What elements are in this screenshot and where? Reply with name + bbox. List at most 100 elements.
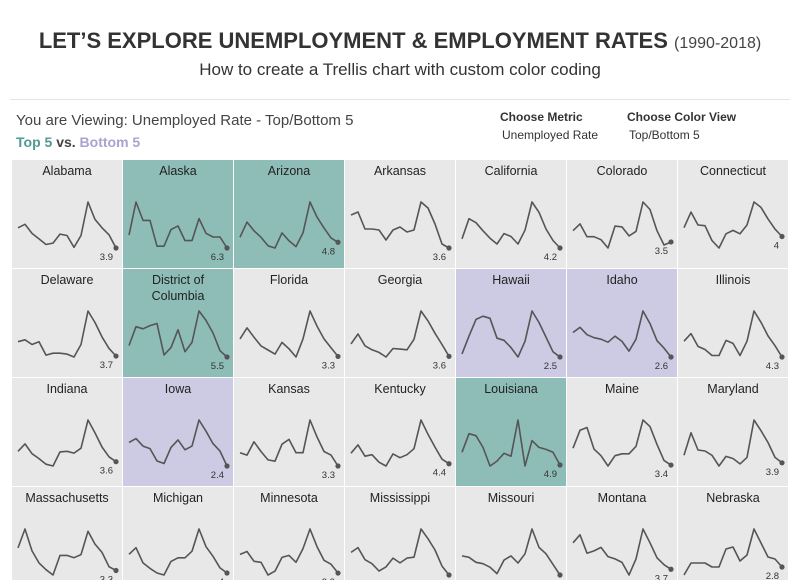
state-panel[interactable]: 4.4 Kentucky xyxy=(345,378,455,486)
end-label: 4.2 xyxy=(544,252,557,263)
state-panel[interactable]: 3.6 Indiana xyxy=(12,378,122,486)
panel-title: Iowa xyxy=(164,382,192,396)
trellis-grid: 3.9 Alabama 6.3 Alaska 4.8 Arizona 3.6 Arkansas… xyxy=(12,160,788,580)
end-point xyxy=(557,245,563,251)
line xyxy=(128,419,228,467)
color-view-dropdown[interactable]: Top/Bottom 5 xyxy=(629,128,700,142)
end-point xyxy=(668,354,674,360)
end-label: 4.4 xyxy=(433,468,446,479)
panel-title: Delaware xyxy=(40,273,94,287)
state-panel[interactable]: 3.6 Arkansas xyxy=(345,160,455,268)
line xyxy=(461,419,561,467)
state-panel[interactable]: 2.5 Hawaii xyxy=(456,269,566,377)
line xyxy=(572,419,672,467)
sparkline: 3.3 xyxy=(239,419,341,481)
state-panel[interactable]: 3.7 Delaware xyxy=(12,269,122,377)
state-panel[interactable]: 4.8 Arizona xyxy=(234,160,344,268)
end-point xyxy=(779,354,785,360)
state-panel[interactable]: 3.3 Florida xyxy=(234,269,344,377)
end-label: 3.7 xyxy=(100,360,113,371)
line xyxy=(683,528,783,576)
sparkline: 3.9 xyxy=(683,419,785,478)
sparkline: 3.6 xyxy=(350,310,452,371)
line xyxy=(17,201,117,249)
end-label: 2.5 xyxy=(544,361,557,372)
state-panel[interactable]: 4 Connecticut xyxy=(678,160,788,268)
end-label: 4.9 xyxy=(544,469,557,480)
sparkline: 4.8 xyxy=(239,201,341,257)
state-panel[interactable]: 3.3 Kansas xyxy=(234,378,344,486)
end-label: 3.4 xyxy=(655,469,668,480)
line xyxy=(239,419,339,467)
end-label: 3.3 xyxy=(322,360,335,371)
state-panel[interactable]: 4.9 Louisiana xyxy=(456,378,566,486)
panel-title: Arizona xyxy=(267,164,311,178)
end-point xyxy=(335,353,341,360)
line xyxy=(572,310,672,358)
end-label: 2.8 xyxy=(766,571,779,580)
state-panel[interactable]: 3.9 Alabama xyxy=(12,160,122,268)
line xyxy=(239,528,339,576)
state-panel[interactable]: 3.6 Georgia xyxy=(345,269,455,377)
panel-title: Maine xyxy=(604,382,640,396)
state-panel[interactable]: 3.9 Maryland xyxy=(678,378,788,486)
line xyxy=(461,528,561,576)
viewing-text: You are Viewing: Unemployed Rate - Top/B… xyxy=(16,112,354,129)
title: LET’S EXPLORE UNEMPLOYMENT & EMPLOYMENT … xyxy=(0,28,800,54)
state-panel[interactable]: 4.3 Illinois xyxy=(678,269,788,377)
control-label: Choose Metric xyxy=(500,110,583,124)
sparkline: 3.3 xyxy=(239,310,341,371)
state-panel[interactable]: 4.7Mississippi xyxy=(345,487,455,580)
sparkline: 4.2 xyxy=(461,201,563,263)
sparkline: 2.8 xyxy=(683,528,785,580)
end-point xyxy=(113,459,119,465)
end-point xyxy=(668,239,674,245)
end-label: 4.8 xyxy=(322,246,335,257)
sparkline: 4.3 xyxy=(683,310,785,372)
state-panel[interactable]: 3.7 Montana xyxy=(567,487,677,580)
sparkline: 4 xyxy=(128,528,230,580)
title-text: LET’S EXPLORE UNEMPLOYMENT & EMPLOYMENT … xyxy=(38,28,668,53)
state-panel[interactable]: 2.9 Minnesota xyxy=(234,487,344,580)
end-point xyxy=(113,245,119,251)
end-point xyxy=(557,572,563,578)
end-point xyxy=(668,566,674,572)
line xyxy=(17,528,117,576)
divider xyxy=(10,99,790,100)
state-panel[interactable]: 6.3 Alaska xyxy=(123,160,233,268)
color-view-control: Choose Color View Top/Bottom 5 xyxy=(627,110,736,142)
state-panel[interactable]: 2.6 Idaho xyxy=(567,269,677,377)
line xyxy=(128,528,228,576)
metric-dropdown[interactable]: Unemployed Rate xyxy=(502,128,599,142)
line xyxy=(128,310,228,358)
state-panel[interactable]: 2.4 Iowa xyxy=(123,378,233,486)
state-panel[interactable]: 3.4 Maine xyxy=(567,378,677,486)
end-label: 3.9 xyxy=(766,467,779,478)
end-label: 5.5 xyxy=(211,361,224,372)
sparkline: 2.5 xyxy=(461,310,563,372)
end-point xyxy=(446,353,452,359)
state-panel[interactable]: 5.5 District of Columbia xyxy=(123,269,233,377)
end-label: 3.5 xyxy=(655,246,668,257)
sparkline: 3.7 xyxy=(17,310,119,371)
panel-title: Arkansas xyxy=(373,164,427,178)
end-point xyxy=(557,354,563,360)
state-panel[interactable]: 4.2 California xyxy=(456,160,566,268)
panel-title: Nebraska xyxy=(706,491,760,505)
state-panel[interactable]: 3.5 Colorado xyxy=(567,160,677,268)
state-panel[interactable]: 3.3 Massachusetts xyxy=(12,487,122,580)
legend-vs: vs. xyxy=(56,134,76,150)
end-label: 2.6 xyxy=(655,361,668,372)
panel-title: Colorado xyxy=(596,164,648,178)
color-legend: Top 5 vs. Bottom 5 xyxy=(16,134,140,150)
line xyxy=(683,310,783,358)
line xyxy=(461,201,561,249)
state-panel[interactable]: 3.1Missouri xyxy=(456,487,566,580)
sparkline: 3.9 xyxy=(17,201,119,263)
state-panel[interactable]: 4 Michigan xyxy=(123,487,233,580)
legend-top: Top 5 xyxy=(16,134,53,150)
state-panel[interactable]: 2.8 Nebraska xyxy=(678,487,788,580)
sparkline: 3.6 xyxy=(17,419,119,477)
sparkline: 3.4 xyxy=(572,419,674,480)
